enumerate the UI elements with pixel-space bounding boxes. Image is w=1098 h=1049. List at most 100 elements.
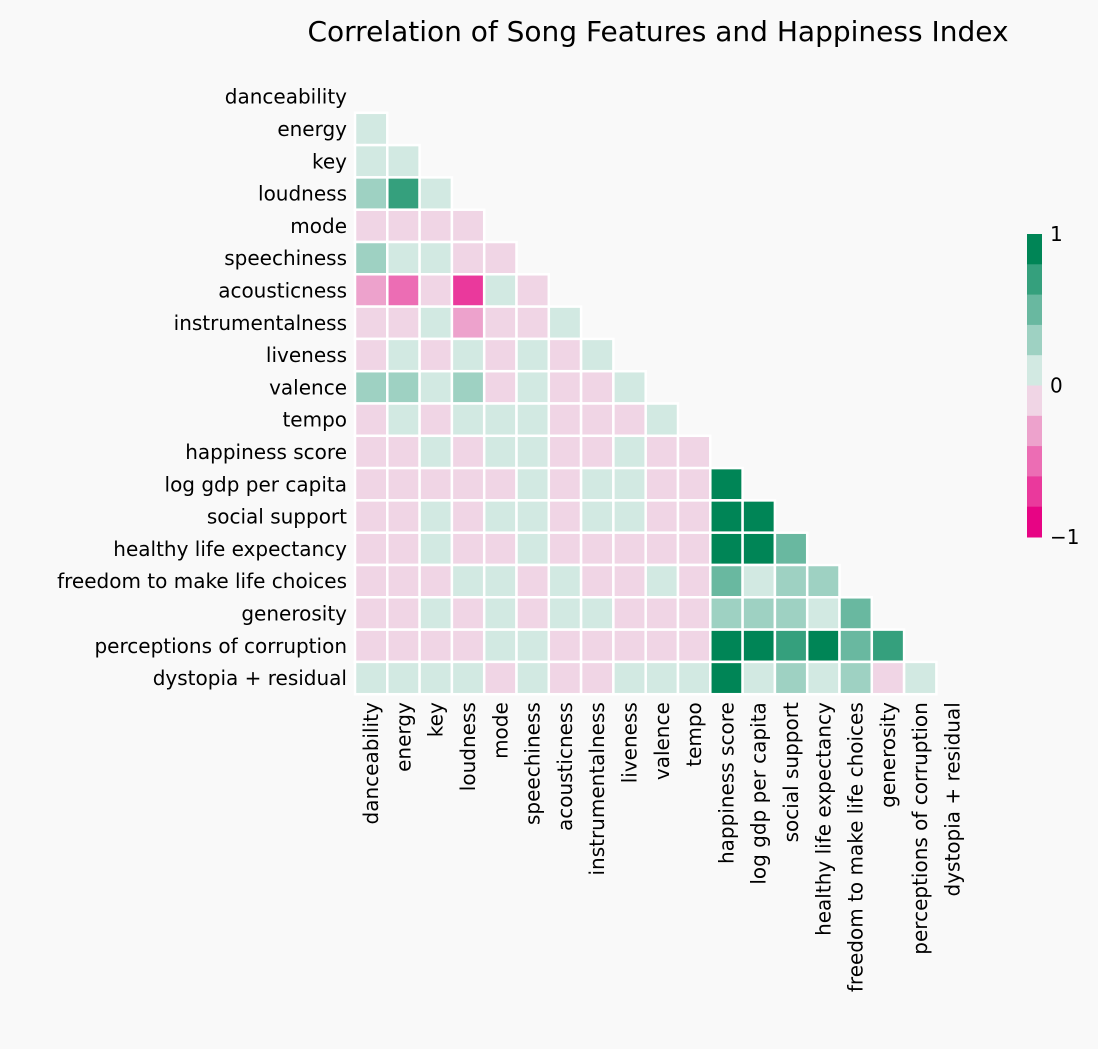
heatmap-cell — [515, 434, 551, 470]
heatmap-cell — [353, 596, 389, 631]
heatmap-cell — [741, 531, 777, 567]
heatmap-cell — [450, 434, 486, 470]
heatmap-cell — [353, 402, 389, 438]
x-tick-label: mode — [488, 702, 512, 759]
y-tick-label: tempo — [282, 408, 347, 432]
heatmap-cell — [902, 660, 938, 696]
heatmap-cell — [547, 337, 583, 373]
colorbar-segment — [1027, 415, 1042, 447]
heatmap-cell — [515, 337, 551, 373]
y-tick-label: healthy life expectancy — [113, 537, 347, 561]
heatmap-cell — [418, 305, 454, 341]
heatmap-cell — [676, 434, 712, 470]
heatmap-cell — [353, 628, 389, 664]
heatmap-cell — [644, 596, 680, 631]
y-tick-label: social support — [207, 505, 347, 529]
x-tick-label: instrumentalness — [585, 702, 609, 875]
heatmap-cell — [612, 531, 647, 567]
heatmap-cell — [450, 273, 486, 308]
heatmap-cell — [838, 596, 874, 631]
x-tick-label: energy — [391, 702, 415, 772]
y-tick-label: loudness — [258, 182, 347, 206]
colorbar-segment — [1027, 385, 1042, 417]
x-tick-label: tempo — [682, 702, 706, 767]
heatmap-cell — [676, 660, 712, 696]
heatmap-cell — [579, 466, 615, 502]
heatmap-cell — [579, 499, 615, 534]
y-tick-label: valence — [269, 375, 347, 399]
heatmap-cell — [386, 402, 421, 438]
heatmap-cell — [612, 369, 647, 405]
heatmap-cell — [418, 660, 454, 696]
heatmap-cell — [547, 660, 583, 696]
y-tick-label: mode — [290, 214, 347, 238]
heatmap-cell — [515, 531, 551, 567]
x-tick-label: social support — [779, 702, 803, 842]
heatmap-cell — [450, 660, 486, 696]
heatmap-cell — [709, 466, 744, 502]
x-axis-labels: danceability energy key loudness mode speechi… — [359, 702, 964, 992]
heatmap-cell — [482, 628, 518, 664]
heatmap-cell — [515, 273, 551, 308]
heatmap-cell — [386, 563, 421, 599]
heatmap-cell — [612, 596, 647, 631]
heatmap-cell — [644, 660, 680, 696]
heatmap-cell — [386, 337, 421, 373]
heatmap-cell — [353, 305, 389, 341]
heatmap-cell — [676, 499, 712, 534]
heatmap-cells — [353, 111, 938, 696]
heatmap-cell — [482, 563, 518, 599]
heatmap-cell — [676, 628, 712, 664]
heatmap-cell — [482, 596, 518, 631]
heatmap-cell — [547, 434, 583, 470]
heatmap-cell — [386, 466, 421, 502]
heatmap-cell — [612, 466, 647, 502]
heatmap-cell — [386, 369, 421, 405]
heatmap-cell — [741, 596, 777, 631]
heatmap-cell — [547, 531, 583, 567]
heatmap-cell — [386, 240, 421, 276]
heatmap-cell — [418, 369, 454, 405]
colorbar-tick-label: 0 — [1050, 374, 1063, 398]
heatmap-cell — [547, 466, 583, 502]
x-tick-label: liveness — [618, 702, 642, 783]
x-tick-label: loudness — [456, 702, 480, 791]
heatmap-cell — [773, 531, 809, 567]
y-tick-label: log gdp per capita — [165, 472, 347, 496]
y-axis-labels: danceability energy key loudness mode speechi… — [57, 85, 347, 690]
y-tick-label: liveness — [266, 343, 347, 367]
x-tick-label: acousticness — [553, 702, 577, 831]
heatmap-cell — [353, 531, 389, 567]
x-tick-label: valence — [650, 702, 674, 780]
heatmap-cell — [353, 369, 389, 405]
y-tick-label: freedom to make life choices — [57, 569, 347, 593]
heatmap-cell — [386, 596, 421, 631]
y-tick-label: speechiness — [224, 246, 347, 270]
y-tick-label: generosity — [241, 601, 347, 625]
heatmap-cell — [353, 273, 389, 308]
heatmap-cell — [547, 596, 583, 631]
heatmap-cell — [547, 628, 583, 664]
heatmap-cell — [450, 369, 486, 405]
heatmap-cell — [838, 660, 874, 696]
colorbar-segment — [1027, 294, 1042, 326]
heatmap-cell — [450, 337, 486, 373]
heatmap-cell — [353, 176, 389, 211]
heatmap-cell — [418, 240, 454, 276]
y-tick-label: key — [312, 149, 347, 173]
heatmap-cell — [353, 208, 389, 244]
heatmap-cell — [773, 596, 809, 631]
heatmap-cell — [482, 466, 518, 502]
heatmap-cell — [386, 434, 421, 470]
heatmap-cell — [612, 628, 647, 664]
heatmap-cell — [709, 531, 744, 567]
heatmap-cell — [418, 563, 454, 599]
heatmap-cell — [482, 402, 518, 438]
heatmap-cell — [418, 466, 454, 502]
heatmap-cell — [741, 628, 777, 664]
heatmap-cell — [612, 660, 647, 696]
heatmap-cell — [386, 499, 421, 534]
heatmap-cell — [450, 499, 486, 534]
heatmap-cell — [450, 208, 486, 244]
